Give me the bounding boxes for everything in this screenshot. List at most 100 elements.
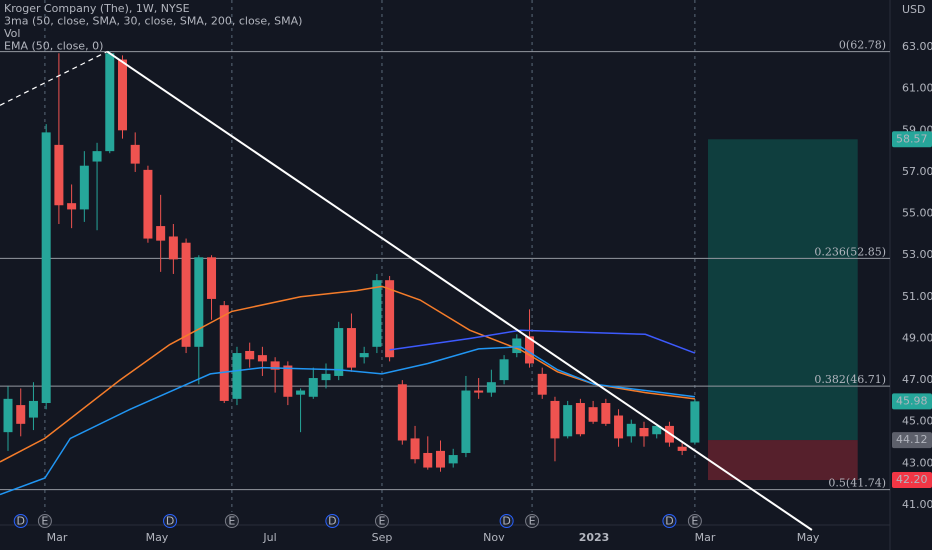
candle-body xyxy=(105,53,115,152)
y-tick-label: 45.00 xyxy=(902,415,932,428)
candle-body xyxy=(28,400,38,418)
trend-line xyxy=(106,50,813,531)
event-label: E xyxy=(378,515,385,528)
candle-body xyxy=(219,305,229,401)
candle-body xyxy=(639,427,649,437)
position-stop xyxy=(707,440,858,481)
x-tick-label: Mar xyxy=(47,531,68,544)
candle-body xyxy=(537,373,547,395)
candle-body xyxy=(296,390,306,395)
x-tick-label: Mar xyxy=(695,531,716,544)
x-tick-label: Nov xyxy=(483,531,505,544)
candle-body xyxy=(626,423,636,437)
candle-body xyxy=(181,242,191,347)
candle-body xyxy=(232,353,242,399)
indicator-line xyxy=(389,329,696,354)
fib-label: 0.236(52.85) xyxy=(814,245,886,258)
candle-body xyxy=(461,390,471,453)
candle-body xyxy=(168,236,178,260)
candle-body xyxy=(690,401,700,443)
legend-text: Vol xyxy=(4,27,20,40)
candle-body xyxy=(652,425,662,435)
event-marker xyxy=(325,514,340,528)
candle-body xyxy=(423,452,433,468)
candle-body xyxy=(79,165,89,210)
price-tag-label: 58.57 xyxy=(896,132,928,145)
price-tag xyxy=(892,472,932,489)
x-tick-label: Jul xyxy=(262,531,276,544)
event-label: D xyxy=(665,515,673,528)
candle-body xyxy=(372,280,382,347)
legend-text: EMA (50, close, 0) xyxy=(4,40,103,53)
y-tick-label: 47.00 xyxy=(902,373,932,386)
event-label: E xyxy=(529,515,536,528)
price-tag-label: 42.20 xyxy=(896,473,928,486)
candle-body xyxy=(563,405,573,437)
event-marker xyxy=(662,514,677,528)
candle-body xyxy=(321,373,331,381)
legend-text: 3ma (50, close, SMA, 30, close, SMA, 200… xyxy=(4,15,302,28)
fib-label: 0.5(41.74) xyxy=(828,477,886,490)
candle-body xyxy=(67,203,77,210)
candle-body xyxy=(16,405,26,424)
x-tick-label: May xyxy=(146,531,169,544)
candle-body xyxy=(575,403,585,435)
candle-body xyxy=(448,455,458,464)
y-tick-label: 57.00 xyxy=(902,165,932,178)
price-tag-label: 44.12 xyxy=(896,433,928,446)
position-target xyxy=(707,139,858,441)
event-marker xyxy=(13,514,28,528)
y-tick-label: 53.00 xyxy=(902,248,932,261)
price-tag xyxy=(892,131,932,148)
event-marker xyxy=(687,514,702,528)
event-marker xyxy=(525,514,540,528)
y-tick-label: 49.00 xyxy=(902,331,932,344)
candle-body xyxy=(346,328,356,368)
candle-body xyxy=(117,59,127,131)
candle-body xyxy=(550,400,560,439)
candle-body xyxy=(54,144,64,206)
event-marker xyxy=(163,514,178,528)
candle-body xyxy=(3,398,13,433)
candle-body xyxy=(474,390,484,393)
candle-body xyxy=(270,361,280,370)
candle-body xyxy=(499,359,509,381)
event-marker xyxy=(37,514,52,528)
candle-body xyxy=(156,226,166,241)
event-label: D xyxy=(16,515,24,528)
price-tag-label: 45.98 xyxy=(896,394,928,407)
candle-body xyxy=(194,257,204,347)
candle-body xyxy=(92,151,102,162)
y-tick-label: 61.00 xyxy=(902,82,932,95)
candle-body xyxy=(334,328,344,376)
candle-body xyxy=(601,403,611,424)
candle-body xyxy=(41,132,51,404)
fib-label: 0(62.78) xyxy=(839,39,886,52)
candle-body xyxy=(359,353,369,358)
candle-body xyxy=(283,365,293,397)
candle-body xyxy=(435,450,445,468)
event-marker xyxy=(224,514,239,528)
event-label: E xyxy=(41,515,48,528)
event-label: D xyxy=(166,515,174,528)
x-tick-label: 2023 xyxy=(579,531,610,544)
candle-body xyxy=(143,169,153,239)
candle-body xyxy=(525,336,535,364)
legend-text: Kroger Company (The), 1W, NYSE xyxy=(4,2,190,15)
candle-body xyxy=(614,415,624,439)
event-label: D xyxy=(502,515,510,528)
y-tick-label: 55.00 xyxy=(902,207,932,220)
y-tick-label: 63.00 xyxy=(902,40,932,53)
candle-body xyxy=(486,382,496,393)
event-label: E xyxy=(228,515,235,528)
candle-body xyxy=(207,257,217,299)
event-label: D xyxy=(328,515,336,528)
event-marker xyxy=(374,514,389,528)
y-tick-label: 41.00 xyxy=(902,498,932,511)
candle-body xyxy=(385,280,395,358)
candle-body xyxy=(588,407,598,422)
candle-body xyxy=(410,438,420,460)
candle-body xyxy=(677,446,687,451)
